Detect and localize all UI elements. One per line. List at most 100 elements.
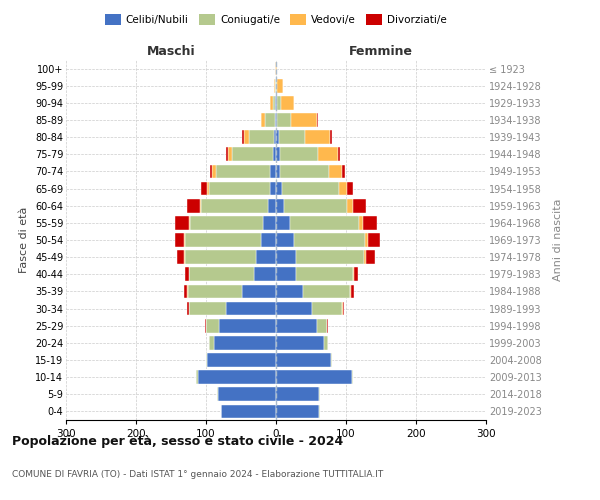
Bar (206, 319, 218, 332)
Bar (242, 284, 276, 298)
Bar (347, 182, 353, 196)
Bar (313, 302, 342, 316)
Bar (188, 216, 190, 230)
Bar (260, 233, 276, 247)
Bar (208, 353, 276, 367)
Bar (276, 148, 280, 161)
Bar (343, 302, 344, 316)
Bar (319, 404, 320, 418)
Bar (305, 130, 330, 144)
Bar (244, 130, 250, 144)
Bar (270, 96, 272, 110)
Bar (275, 79, 276, 92)
Bar (184, 233, 185, 247)
Bar (368, 233, 380, 247)
Bar (206, 353, 208, 367)
Bar (256, 250, 276, 264)
Bar (263, 216, 276, 230)
Bar (276, 164, 280, 178)
Bar (350, 284, 351, 298)
Bar (276, 79, 277, 92)
Bar (351, 284, 355, 298)
Bar (364, 250, 366, 264)
Bar (353, 268, 355, 281)
Bar (276, 370, 352, 384)
Bar (232, 148, 272, 161)
Bar (275, 96, 276, 110)
Bar (276, 182, 281, 196)
Bar (276, 319, 317, 332)
Text: COMUNE DI FAVRIA (TO) - Dati ISTAT 1° gennaio 2024 - Elaborazione TUTTITALIA.IT: COMUNE DI FAVRIA (TO) - Dati ISTAT 1° ge… (12, 470, 383, 479)
Bar (319, 388, 320, 401)
Bar (276, 199, 284, 212)
Y-axis label: Fasce di età: Fasce di età (19, 207, 29, 273)
Bar (353, 199, 365, 212)
Bar (318, 148, 338, 161)
Bar (365, 233, 368, 247)
Bar (265, 113, 275, 127)
Bar (175, 216, 188, 230)
Bar (184, 284, 187, 298)
Bar (201, 199, 268, 212)
Bar (276, 302, 313, 316)
Bar (275, 113, 276, 127)
Bar (185, 233, 260, 247)
Bar (216, 164, 271, 178)
Bar (276, 284, 302, 298)
Bar (363, 216, 377, 230)
Bar (277, 96, 281, 110)
Bar (276, 96, 277, 110)
Bar (276, 353, 331, 367)
Bar (189, 302, 226, 316)
Bar (330, 130, 332, 144)
Bar (274, 130, 276, 144)
Bar (185, 268, 188, 281)
Bar (277, 79, 283, 92)
Bar (277, 113, 292, 127)
Bar (339, 182, 347, 196)
Bar (281, 182, 339, 196)
Text: Femmine: Femmine (349, 46, 413, 59)
Bar (302, 284, 350, 298)
Bar (359, 216, 363, 230)
Bar (323, 336, 328, 349)
Bar (280, 148, 318, 161)
Bar (276, 62, 277, 76)
Bar (327, 319, 328, 332)
Bar (331, 353, 332, 367)
Bar (276, 404, 319, 418)
Bar (209, 182, 271, 196)
Bar (276, 268, 296, 281)
Bar (284, 199, 347, 212)
Bar (296, 268, 353, 281)
Bar (205, 319, 206, 332)
Bar (276, 388, 319, 401)
Bar (329, 164, 342, 178)
Legend: Celibi/Nubili, Coniugati/e, Vedovi/e, Divorziati/e: Celibi/Nubili, Coniugati/e, Vedovi/e, Di… (101, 10, 451, 29)
Y-axis label: Anni di nascita: Anni di nascita (553, 198, 563, 281)
Bar (272, 96, 275, 110)
Bar (260, 113, 265, 127)
Bar (228, 148, 232, 161)
Bar (185, 250, 256, 264)
Bar (293, 233, 365, 247)
Bar (176, 250, 184, 264)
Bar (188, 284, 242, 298)
Bar (279, 130, 305, 144)
Bar (187, 199, 200, 212)
Bar (242, 130, 244, 144)
Bar (280, 164, 329, 178)
Bar (188, 268, 189, 281)
Bar (275, 62, 276, 76)
Bar (276, 216, 290, 230)
Bar (276, 233, 293, 247)
Bar (296, 250, 364, 264)
Bar (276, 250, 296, 264)
Bar (271, 164, 276, 178)
Bar (217, 388, 218, 401)
Bar (200, 199, 201, 212)
Bar (214, 336, 276, 349)
Bar (281, 96, 293, 110)
Bar (184, 250, 185, 264)
Bar (317, 319, 327, 332)
